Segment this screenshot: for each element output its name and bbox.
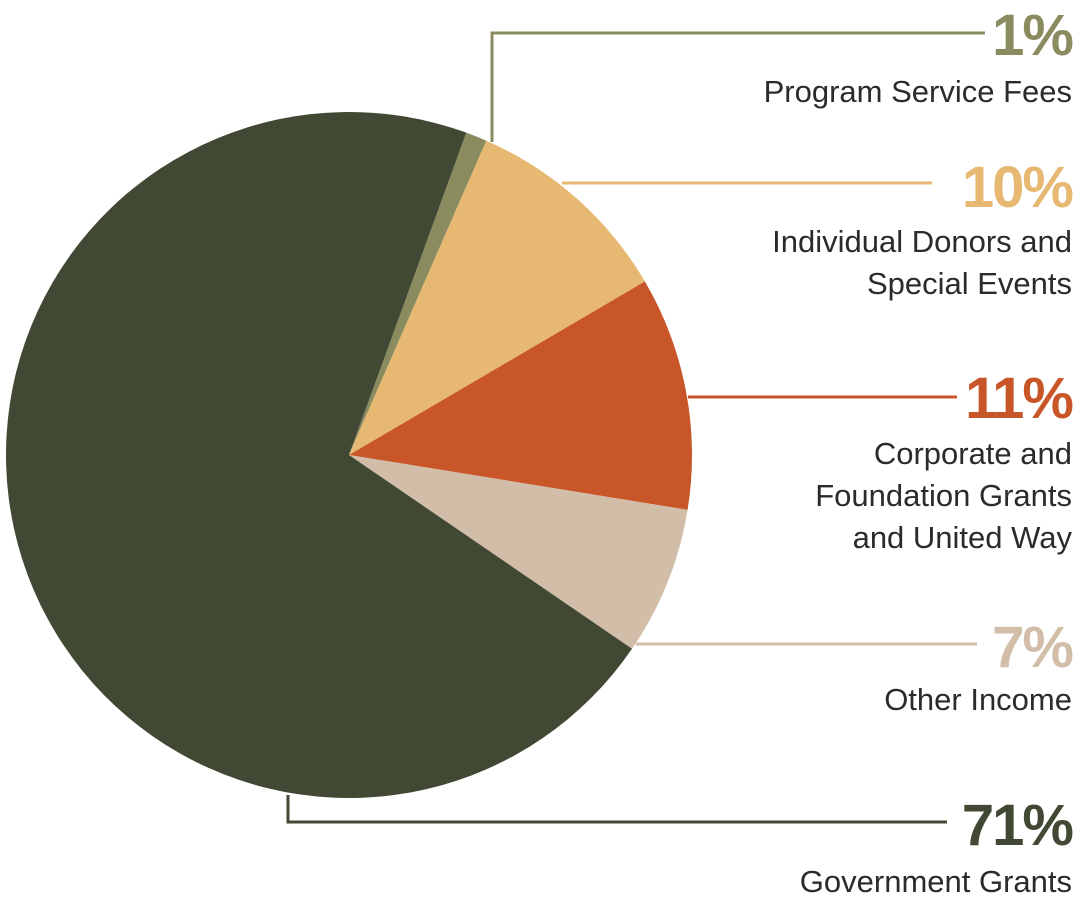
leader-lines <box>286 31 985 824</box>
pie-slice-government-grants <box>6 112 633 799</box>
category-label-corporate-and-foundation-grants-and-united-way-line-1: Corporate and <box>874 436 1072 471</box>
percent-label-corporate-and-foundation-grants-and-united-way: 11% <box>965 366 1073 431</box>
percent-label-program-service-fees: 1% <box>992 3 1073 68</box>
pie-slice-individual-donors-and-special-events <box>349 140 645 456</box>
slice-labels: 1% Program Service Fees 10% Individual Dono… <box>764 3 1076 899</box>
category-label-individual-donors-and-special-events-line-1: Individual Donors and <box>772 224 1072 259</box>
category-label-corporate-and-foundation-grants-and-united-way-line-2: Foundation Grants <box>815 478 1072 513</box>
percent-label-government-grants: 71% <box>962 793 1074 858</box>
leader-line-program-service-fees <box>490 31 985 142</box>
pie-slice-corporate-and-foundation-grants-and-united-way <box>349 281 692 510</box>
percent-label-other-income: 7% <box>992 615 1073 680</box>
category-label-corporate-and-foundation-grants-and-united-way-line-3: and United Way <box>853 520 1073 555</box>
category-label-government-grants-line-1: Government Grants <box>800 864 1072 899</box>
percent-label-individual-donors-and-special-events: 10% <box>962 155 1074 220</box>
category-label-program-service-fees-line-1: Program Service Fees <box>764 74 1072 109</box>
category-label-other-income-line-1: Other Income <box>884 682 1072 717</box>
pie-slice-program-service-fees <box>349 132 487 455</box>
category-label-individual-donors-and-special-events-line-2: Special Events <box>867 266 1072 301</box>
pie-slice-other-income <box>349 455 688 649</box>
pie-slices <box>6 112 692 799</box>
leader-line-government-grants <box>286 795 947 824</box>
